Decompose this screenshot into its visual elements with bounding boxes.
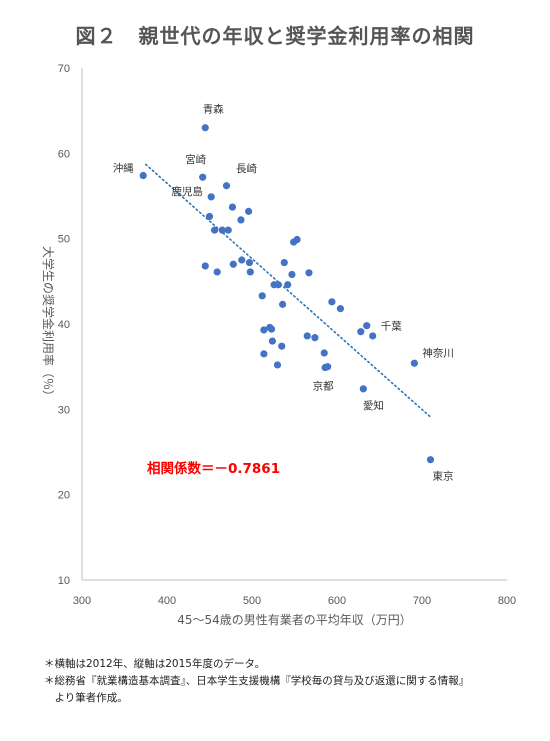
data-point — [139, 171, 147, 180]
data-point — [279, 300, 287, 308]
data-point — [410, 359, 418, 367]
data-point — [268, 337, 276, 345]
point-label: 愛知 — [363, 399, 384, 412]
data-point — [293, 235, 301, 244]
x-tick-label: 700 — [413, 595, 431, 607]
data-point — [260, 326, 268, 334]
data-point — [201, 124, 209, 132]
y-axis-title: 大学生の奨学金利用率（％） — [41, 246, 56, 402]
data-point — [245, 258, 254, 267]
point-label: 千葉 — [381, 320, 402, 333]
y-tick-label: 30 — [58, 404, 70, 416]
data-point — [229, 260, 237, 268]
data-point — [222, 182, 231, 190]
point-label: 東京 — [433, 470, 454, 483]
data-point — [273, 361, 282, 369]
point-label: 京都 — [313, 380, 334, 393]
data-point — [260, 350, 268, 358]
point-label: 宮崎 — [185, 153, 206, 166]
footnotes: ＊横軸は2012年、縦軸は2015年度のデータ。 ＊総務省『就業構造基本調査』、… — [44, 656, 469, 707]
scatter-chart: 10 20 30 40 50 60 70 300 400 500 600 700 800 45～54歳の男… — [41, 63, 516, 627]
data-point — [246, 268, 254, 276]
data-point — [266, 323, 274, 332]
y-tick-label: 40 — [58, 319, 70, 331]
x-axis-title: 45～54歳の男性有業者の平均年収（万円） — [177, 613, 412, 627]
data-point — [328, 298, 336, 306]
data-point — [237, 216, 245, 224]
x-tick-label: 800 — [498, 595, 516, 607]
correlation-annotation: 相関係数＝－0.7861 — [147, 460, 280, 477]
x-tick-label: 300 — [73, 595, 91, 607]
data-point — [369, 332, 377, 340]
data-point — [213, 268, 221, 276]
data-point — [224, 226, 232, 234]
data-point — [336, 305, 344, 313]
data-point — [238, 256, 246, 264]
point-label: 沖縄 — [113, 162, 134, 175]
data-point — [278, 342, 286, 350]
footnote-2: ＊総務省『就業構造基本調査』、日本学生支援機構『学校毎の貸与及び返還に関する情報… — [44, 675, 470, 687]
data-point — [303, 332, 311, 340]
data-point — [288, 270, 296, 279]
data-point — [321, 363, 329, 372]
x-tick-label: 500 — [243, 595, 261, 607]
trendline — [144, 163, 432, 418]
data-point — [274, 281, 282, 289]
point-label: 神奈川 — [422, 346, 454, 359]
data-point — [357, 328, 365, 336]
data-point — [228, 203, 237, 211]
x-tick-label: 600 — [328, 595, 346, 607]
data-point — [311, 334, 319, 342]
data-point — [359, 385, 367, 393]
data-point — [245, 207, 253, 215]
data-point — [305, 269, 313, 277]
y-tick-label: 60 — [58, 148, 70, 160]
data-point — [207, 193, 215, 201]
data-point — [199, 173, 207, 181]
footnote-3: より筆者作成。 — [44, 692, 128, 704]
x-tick-label: 400 — [158, 595, 176, 607]
data-point — [258, 292, 266, 300]
chart-title: 図２ 親世代の年収と奨学金利用率の相関 — [75, 24, 475, 48]
data-point — [218, 226, 226, 234]
data-point — [280, 258, 288, 267]
data-point — [201, 262, 209, 270]
footnote-1: ＊横軸は2012年、縦軸は2015年度のデータ。 — [44, 658, 266, 670]
data-point — [320, 349, 328, 357]
y-tick-label: 20 — [58, 490, 70, 502]
data-point — [205, 212, 214, 221]
point-label: 鹿児島 — [171, 185, 203, 198]
y-tick-label: 50 — [58, 234, 70, 246]
data-point — [426, 456, 435, 464]
data-point — [284, 281, 292, 289]
y-tick-label: 70 — [58, 63, 70, 75]
point-label: 長崎 — [236, 162, 257, 175]
data-point — [211, 226, 219, 234]
point-label: 青森 — [203, 103, 224, 116]
data-point — [363, 322, 371, 330]
y-tick-label: 10 — [58, 575, 70, 587]
